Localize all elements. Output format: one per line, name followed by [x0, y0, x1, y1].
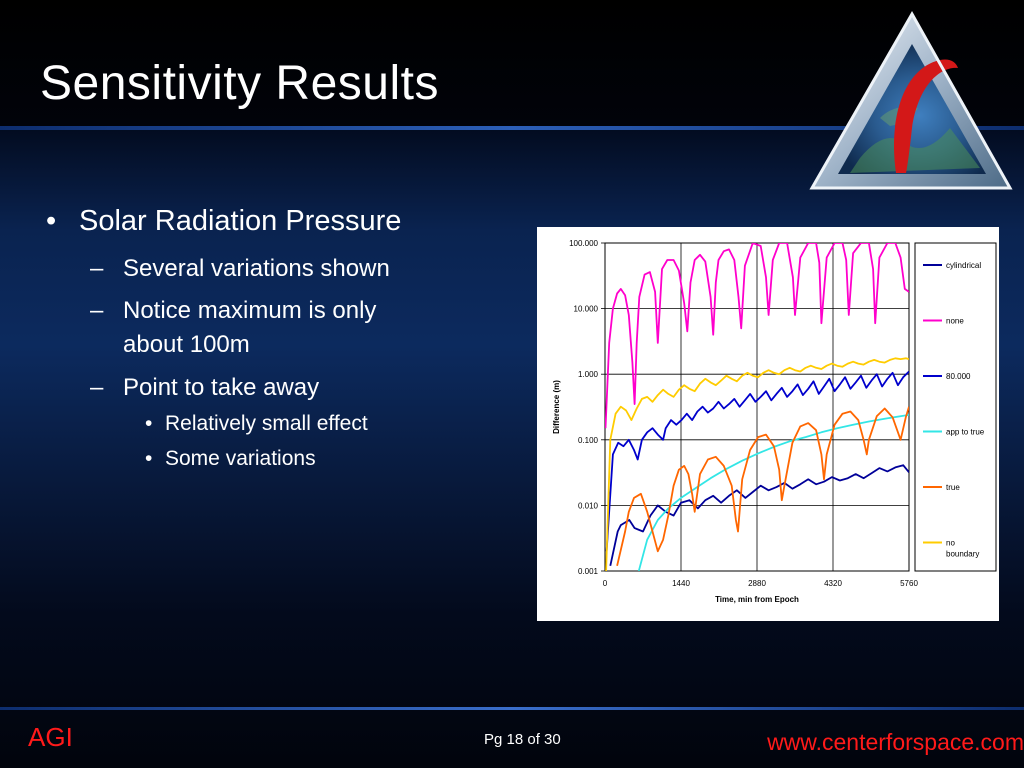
agi-pyramid-logo-icon — [809, 10, 1013, 190]
series-line-true — [616, 406, 909, 567]
bullet-marker: • — [46, 205, 57, 237]
bullet-text: about 100m — [123, 331, 250, 358]
legend-label: none — [946, 317, 964, 326]
x-tick-label: 2880 — [748, 579, 766, 588]
title-band — [0, 0, 1024, 127]
page-number: Pg 18 of 30 — [484, 731, 561, 748]
sensitivity-chart: 0 1440 2880 4320 5760 0.001 0.010 0.100 1.000 10.… — [537, 227, 999, 621]
bullet-marker: • — [145, 447, 153, 470]
bullet-text: Some variations — [165, 447, 316, 470]
y-tick-label: 0.010 — [578, 501, 599, 510]
bullet-marker: – — [90, 255, 104, 282]
x-tick-label: 5760 — [900, 579, 918, 588]
footer-url: www.centerforspace.com — [767, 729, 1024, 755]
legend — [914, 242, 997, 572]
title-divider — [0, 126, 1024, 130]
bullet-text: Notice maximum is only — [123, 297, 377, 324]
legend-label: cylindrical — [946, 261, 981, 270]
y-axis-label: Difference (m) — [552, 380, 561, 434]
x-axis-label: Time, min from Epoch — [715, 595, 799, 604]
bullet-text: Solar Radiation Pressure — [79, 205, 402, 237]
legend-label: no boundary — [946, 539, 979, 559]
legend-label: true — [946, 483, 960, 492]
bullet-marker: – — [90, 374, 104, 401]
bullet-text: Point to take away — [123, 374, 320, 401]
series-line-none — [605, 243, 909, 429]
legend-label: 80.000 — [946, 372, 971, 381]
series-line-80.000 — [605, 370, 909, 552]
chart-canvas: 0 1440 2880 4320 5760 0.001 0.010 0.100 1.000 10.… — [552, 239, 997, 604]
x-tick-label: 1440 — [672, 579, 690, 588]
y-tick-label: 1.000 — [578, 370, 599, 379]
series-line-no-boundary — [605, 357, 909, 571]
y-tick-label: 0.100 — [578, 436, 599, 445]
footer-divider — [0, 707, 1024, 710]
page-title: Sensitivity Results — [40, 57, 439, 110]
series-line-app-to-true — [637, 414, 909, 571]
series-group — [605, 243, 909, 571]
bullet-marker: – — [90, 297, 104, 324]
y-tick-label: 10.000 — [574, 305, 599, 314]
legend-label: app to true — [946, 428, 985, 437]
footer-brand: AGI — [28, 722, 73, 752]
bullet-marker: • — [145, 412, 153, 435]
x-tick-label: 0 — [603, 579, 608, 588]
x-tick-label: 4320 — [824, 579, 842, 588]
bullet-text: Relatively small effect — [165, 412, 368, 435]
bullet-text: Several variations shown — [123, 255, 390, 282]
y-tick-label: 0.001 — [578, 567, 599, 576]
series-line-cylindrical — [609, 464, 909, 566]
y-tick-label: 100.000 — [569, 239, 598, 248]
